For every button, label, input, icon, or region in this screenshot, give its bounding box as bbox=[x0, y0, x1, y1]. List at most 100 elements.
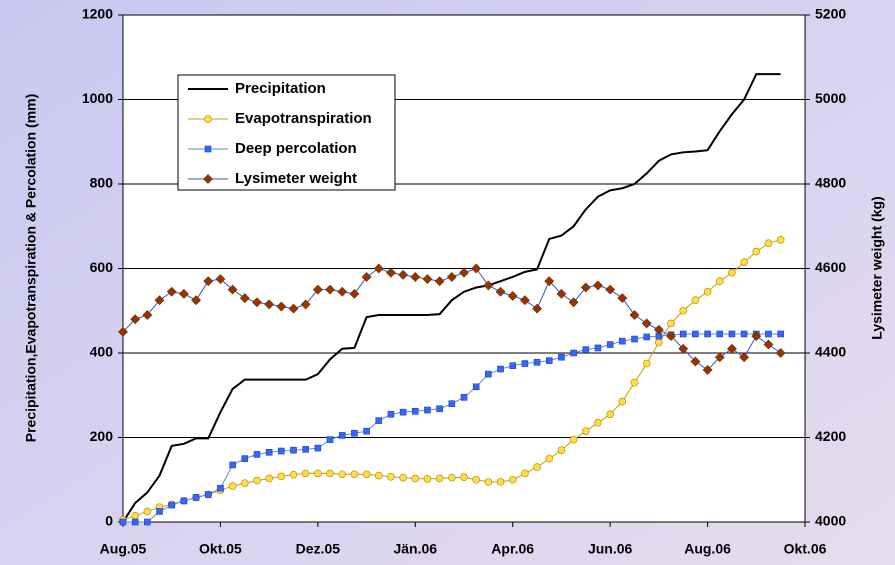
y-tick-label: 400 bbox=[90, 344, 114, 360]
marker bbox=[375, 417, 383, 424]
marker bbox=[410, 272, 421, 282]
marker bbox=[143, 507, 152, 516]
x-tick-label: Dez.05 bbox=[296, 541, 341, 557]
marker bbox=[203, 276, 214, 287]
marker bbox=[154, 295, 165, 306]
marker bbox=[387, 410, 395, 418]
marker bbox=[619, 337, 626, 345]
y-tick-label: 200 bbox=[90, 428, 114, 444]
marker bbox=[373, 263, 384, 274]
marker bbox=[215, 274, 226, 284]
marker bbox=[290, 446, 297, 454]
marker bbox=[363, 427, 370, 435]
marker bbox=[398, 269, 409, 280]
x-tick-label: Okt.05 bbox=[199, 541, 242, 557]
marker bbox=[326, 469, 334, 478]
marker bbox=[582, 346, 590, 353]
marker bbox=[204, 115, 212, 123]
marker bbox=[679, 330, 687, 338]
marker bbox=[679, 306, 688, 315]
marker bbox=[777, 330, 784, 338]
marker bbox=[765, 330, 772, 338]
marker bbox=[545, 357, 553, 364]
marker bbox=[667, 319, 675, 328]
marker bbox=[666, 331, 676, 342]
marker bbox=[483, 280, 494, 291]
marker bbox=[144, 518, 151, 526]
y-tick-label: 0 bbox=[105, 513, 113, 529]
marker bbox=[521, 469, 529, 478]
marker bbox=[740, 330, 748, 338]
marker bbox=[727, 343, 737, 354]
marker bbox=[229, 461, 236, 469]
marker bbox=[253, 451, 261, 458]
marker bbox=[338, 432, 346, 439]
marker bbox=[690, 356, 701, 367]
y2-tick-label: 4600 bbox=[815, 259, 846, 275]
marker bbox=[446, 272, 457, 282]
marker bbox=[253, 476, 261, 485]
marker bbox=[496, 478, 505, 486]
marker bbox=[521, 360, 529, 367]
marker bbox=[399, 408, 407, 416]
marker bbox=[434, 276, 445, 287]
y-axis-title: Precipitation,Evapotranspiration & Perco… bbox=[23, 94, 39, 443]
marker bbox=[556, 288, 567, 299]
marker bbox=[580, 282, 591, 293]
marker bbox=[423, 475, 432, 483]
marker bbox=[399, 473, 407, 482]
y2-tick-label: 5000 bbox=[815, 90, 846, 106]
marker bbox=[277, 472, 286, 481]
marker bbox=[643, 333, 650, 341]
marker bbox=[740, 258, 748, 266]
marker bbox=[411, 408, 419, 415]
marker bbox=[156, 508, 163, 515]
marker bbox=[764, 239, 773, 247]
marker bbox=[448, 473, 456, 482]
marker bbox=[594, 418, 602, 427]
marker bbox=[131, 518, 139, 526]
marker bbox=[314, 469, 322, 478]
marker bbox=[387, 472, 395, 481]
marker bbox=[485, 370, 492, 378]
marker bbox=[545, 454, 554, 463]
y2-tick-label: 5200 bbox=[815, 6, 846, 22]
marker bbox=[641, 318, 652, 329]
marker bbox=[252, 297, 262, 308]
marker bbox=[436, 405, 443, 413]
marker bbox=[142, 310, 153, 320]
marker bbox=[642, 359, 651, 368]
marker bbox=[337, 286, 348, 297]
marker bbox=[362, 470, 371, 479]
marker bbox=[714, 352, 725, 363]
marker bbox=[569, 435, 578, 444]
legend-label: Evapotranspiration bbox=[235, 110, 372, 127]
y-tick-label: 1000 bbox=[82, 90, 113, 106]
marker bbox=[239, 293, 250, 303]
marker bbox=[606, 410, 614, 419]
marker bbox=[264, 299, 275, 310]
marker bbox=[472, 475, 480, 484]
marker bbox=[204, 145, 212, 153]
legend-label: Precipitation bbox=[235, 80, 326, 97]
marker bbox=[374, 471, 383, 480]
series-line bbox=[122, 73, 781, 523]
marker bbox=[302, 446, 309, 453]
marker bbox=[349, 288, 360, 299]
marker bbox=[180, 497, 188, 505]
marker bbox=[276, 301, 287, 312]
marker bbox=[739, 352, 750, 363]
marker bbox=[507, 291, 518, 301]
y2-tick-label: 4200 bbox=[815, 428, 846, 444]
marker bbox=[606, 341, 614, 348]
marker bbox=[716, 330, 724, 338]
marker bbox=[775, 348, 786, 358]
y2-tick-label: 4800 bbox=[815, 175, 846, 191]
x-tick-label: Jän.06 bbox=[393, 541, 437, 557]
y-tick-label: 600 bbox=[90, 259, 114, 275]
marker bbox=[314, 444, 322, 452]
marker bbox=[752, 247, 761, 256]
marker bbox=[557, 446, 566, 454]
marker bbox=[495, 286, 506, 297]
marker bbox=[228, 482, 237, 490]
